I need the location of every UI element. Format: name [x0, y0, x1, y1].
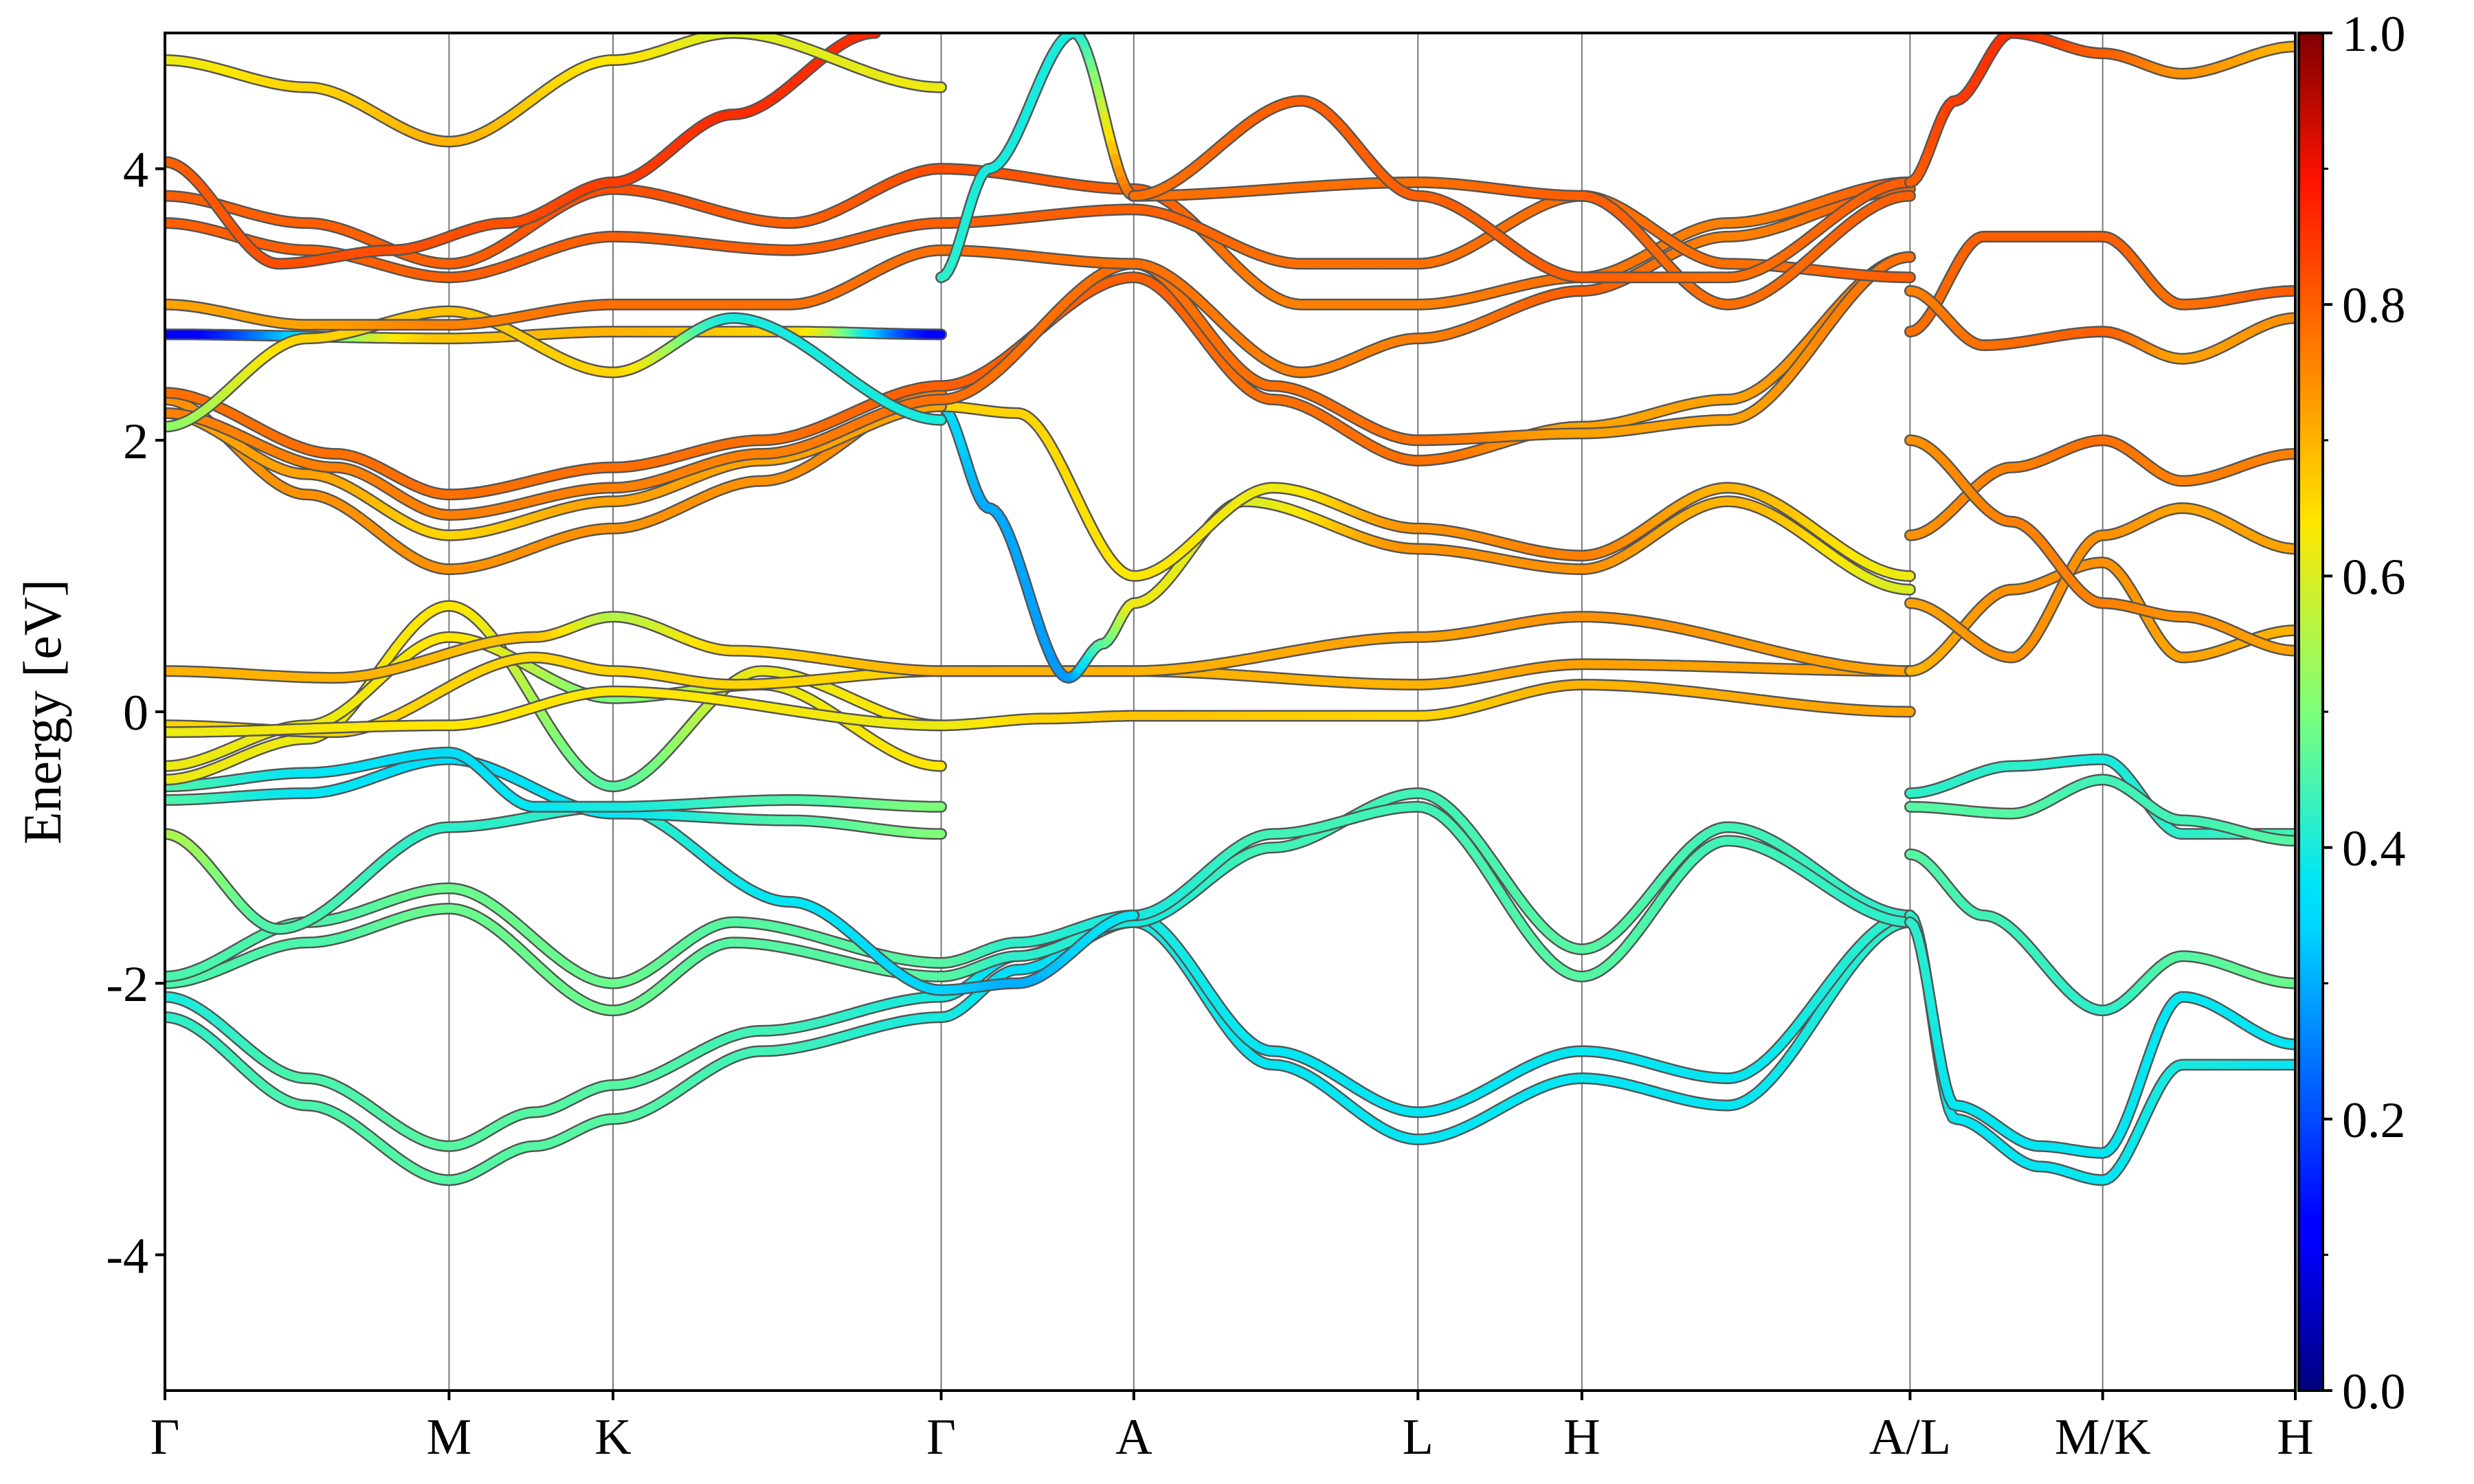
band [165, 800, 1916, 989]
band [165, 679, 1916, 739]
band-lines [165, 33, 2295, 1187]
band [165, 787, 1916, 1017]
